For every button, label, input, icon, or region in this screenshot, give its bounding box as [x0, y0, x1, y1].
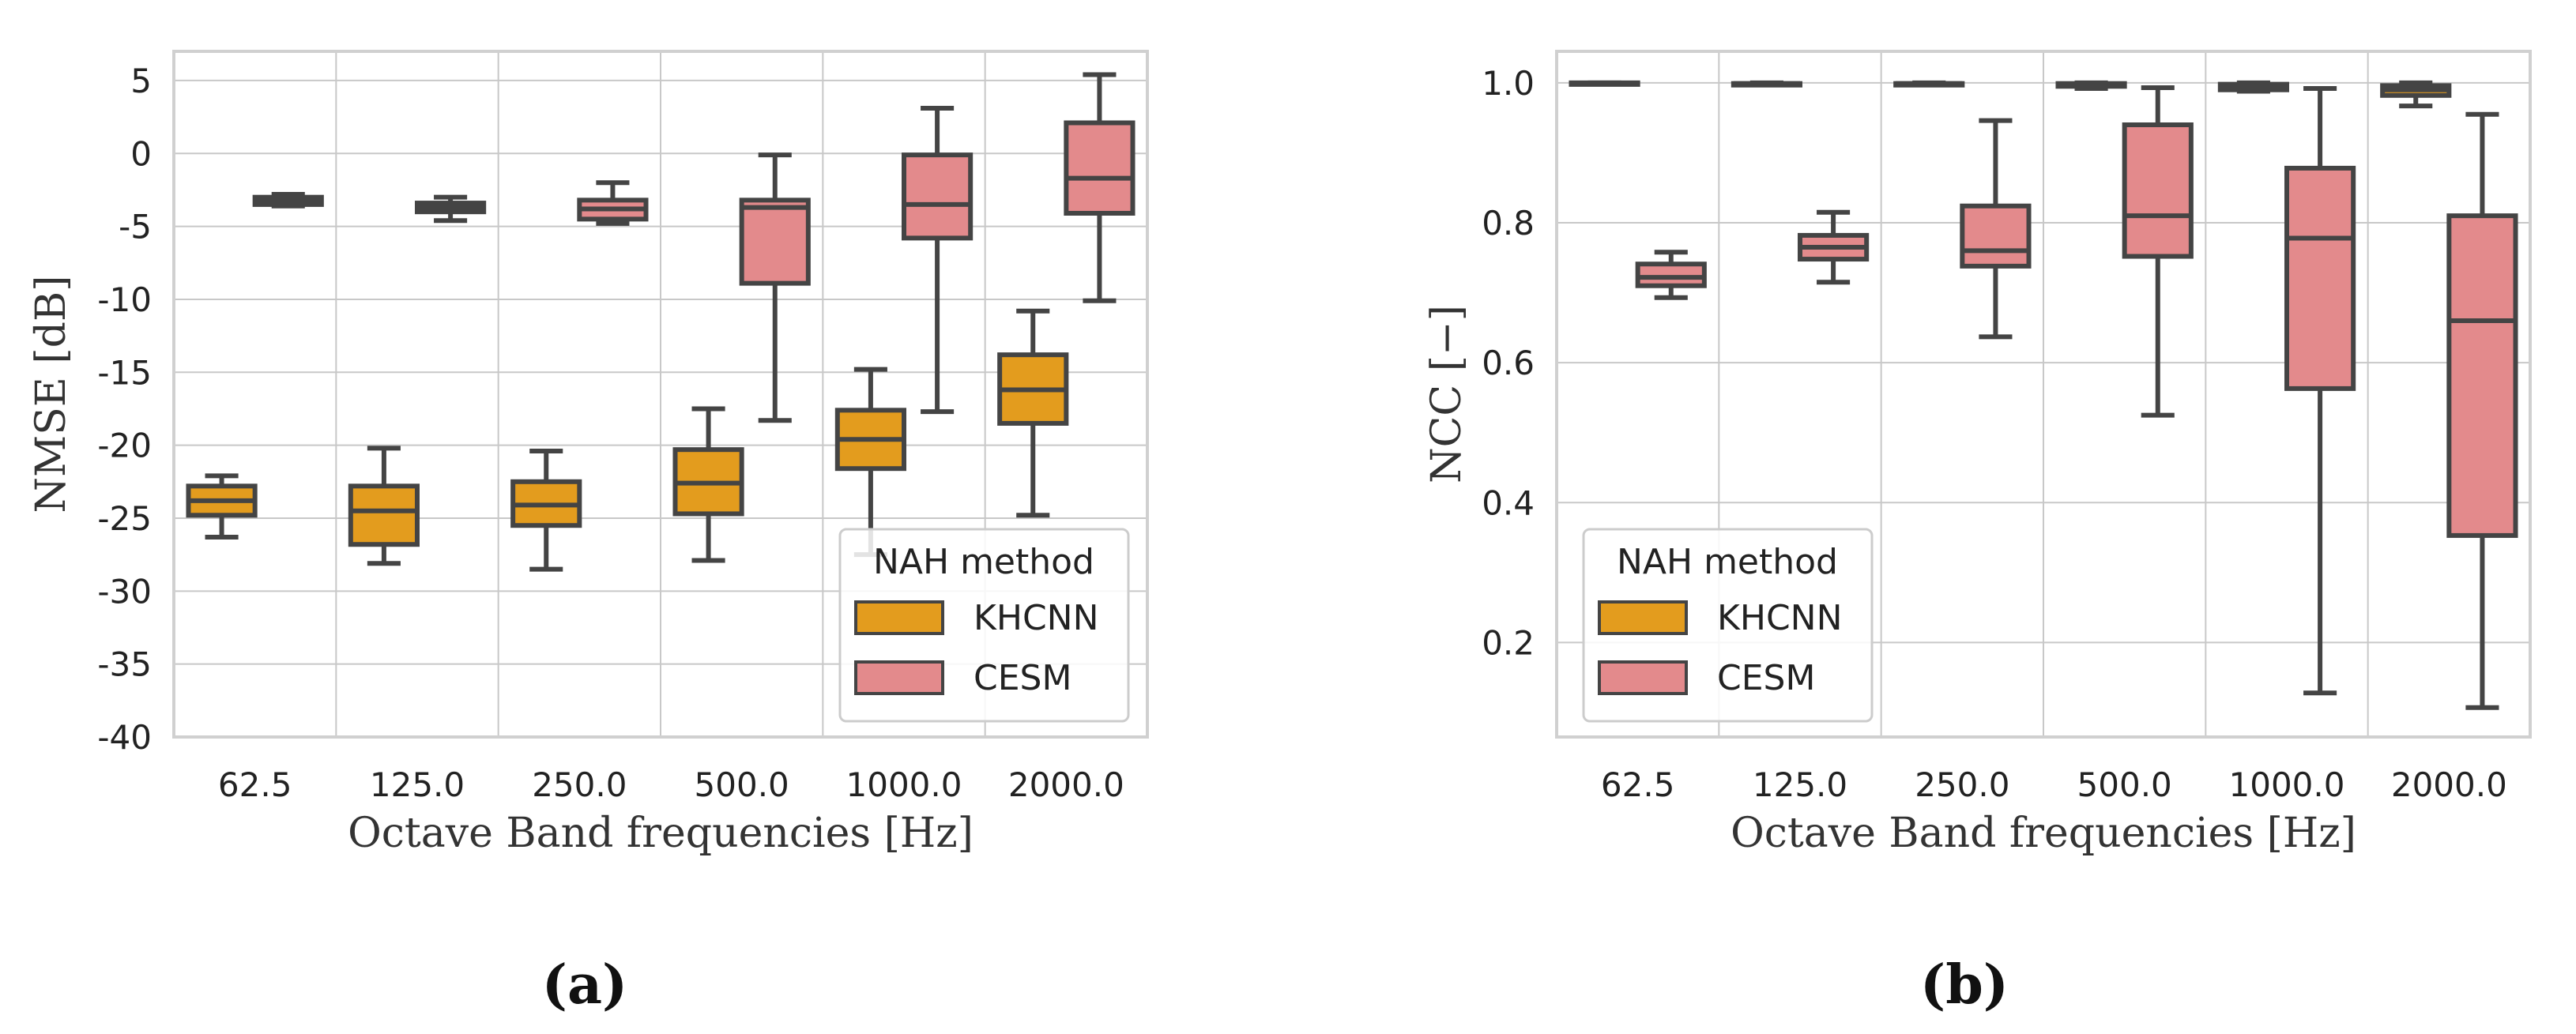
legend-swatch-khcnn-b — [1598, 600, 1688, 635]
y-ticks-b: 1.0 0.8 0.6 0.4 0.2 — [1482, 64, 1535, 663]
box-cesm-a — [577, 180, 649, 226]
box-iqr — [1064, 120, 1135, 216]
box-khcnn-b — [1893, 80, 1965, 88]
legend-label-cesm-a: CESM — [974, 658, 1071, 698]
legend-b: NAH method KHCNN CESM — [1582, 528, 1874, 723]
x-axis-label-b: Octave Band frequencies [Hz] — [1731, 810, 2356, 857]
y-tick-label-b: 0.8 — [1482, 204, 1535, 243]
legend-label-khcnn-a: KHCNN — [974, 598, 1099, 638]
x-tick-label-b: 250.0 — [1915, 765, 2009, 804]
y-tick-label-a: -40 — [97, 718, 152, 757]
legend-label-khcnn-b: KHCNN — [1717, 598, 1843, 638]
box-cesm-a — [1064, 72, 1135, 303]
box-iqr — [2446, 213, 2518, 538]
box-iqr — [1635, 261, 1707, 288]
y-tick-label-b: 1.0 — [1482, 64, 1535, 103]
x-tick-label-b: 1000.0 — [2229, 765, 2345, 804]
box-iqr — [348, 483, 420, 547]
y-tick-label-a: 5 — [130, 62, 152, 100]
panel-label-b: (b) — [1920, 953, 2009, 1017]
x-tick-label-b: 500.0 — [2077, 765, 2172, 804]
y-ticks-a: 5 0 -5 -10 -15 -20 -25 -30 -35 -40 — [97, 62, 152, 757]
panel-label-a: (a) — [542, 953, 627, 1017]
x-tick-label-a: 250.0 — [532, 765, 627, 804]
box-cesm-a — [415, 194, 487, 224]
box-cesm-a — [739, 152, 811, 423]
box-khcnn-a — [348, 446, 420, 566]
box-khcnn-a — [672, 406, 744, 563]
legend-title-b: NAH method — [1617, 542, 1838, 582]
box-khcnn-b — [1731, 80, 1802, 88]
box-khcnn-b — [2380, 80, 2452, 109]
legend-title-a: NAH method — [873, 542, 1094, 582]
box-iqr — [1960, 203, 2032, 269]
box-iqr — [2284, 165, 2356, 391]
box-cesm-a — [252, 191, 324, 209]
box-iqr — [2122, 122, 2194, 259]
y-tick-label-b: 0.4 — [1482, 483, 1535, 522]
box-cesm-b — [1798, 209, 1870, 285]
legend-swatch-cesm-a — [854, 660, 944, 695]
box-cesm-b — [1960, 118, 2032, 340]
x-tick-label-a: 1000.0 — [846, 765, 962, 804]
box-khcnn-a — [834, 367, 907, 558]
x-tick-label-b: 125.0 — [1753, 765, 1847, 804]
boxes-a — [186, 72, 1135, 572]
box-cesm-b — [2446, 111, 2518, 710]
x-tick-label-a: 2000.0 — [1008, 765, 1124, 804]
x-tick-label-a: 500.0 — [695, 765, 789, 804]
box-khcnn-a — [997, 308, 1069, 518]
y-tick-label-a: -10 — [97, 280, 152, 319]
box-khcnn-a — [510, 449, 582, 572]
box-iqr — [739, 197, 811, 286]
box-khcnn-b — [1569, 80, 1640, 87]
box-cesm-b — [2284, 85, 2356, 696]
y-tick-label-a: -25 — [97, 499, 152, 538]
y-tick-label-b: 0.6 — [1482, 344, 1535, 382]
x-ticks-a: 62.5 125.0 250.0 500.0 1000.0 2000.0 — [218, 765, 1124, 804]
y-tick-label-a: -35 — [97, 645, 152, 684]
x-tick-label-a: 62.5 — [218, 765, 292, 804]
legend-a: NAH method KHCNN CESM — [838, 528, 1130, 723]
boxes-b — [1569, 80, 2518, 710]
y-tick-label-a: -5 — [119, 208, 152, 246]
box-khcnn-b — [2217, 80, 2289, 94]
box-khcnn-a — [186, 473, 258, 540]
chart-panel-b: 1.0 0.8 0.6 0.4 0.2 62.5 125.0 250.0 500.0 1000.… — [1423, 50, 2532, 857]
y-tick-label-a: 0 — [130, 134, 152, 173]
x-tick-label-a: 125.0 — [370, 765, 465, 804]
box-cesm-b — [1635, 250, 1707, 300]
legend-label-cesm-b: CESM — [1717, 658, 1815, 698]
box-cesm-a — [902, 106, 974, 415]
box-cesm-b — [2122, 85, 2194, 418]
x-tick-label-b: 62.5 — [1601, 765, 1675, 804]
x-ticks-b: 62.5 125.0 250.0 500.0 1000.0 2000.0 — [1601, 765, 2507, 804]
y-tick-label-a: -15 — [97, 353, 152, 392]
box-khcnn-b — [2055, 80, 2127, 91]
chart-panel-a: 5 0 -5 -10 -15 -20 -25 -30 -35 -40 62.5 125.0 250.0… — [28, 50, 1149, 857]
x-tick-label-b: 2000.0 — [2391, 765, 2507, 804]
legend-swatch-cesm-b — [1598, 660, 1688, 695]
box-iqr — [902, 152, 974, 241]
y-axis-label-a: NMSE [dB] — [28, 276, 75, 513]
legend-swatch-khcnn-a — [854, 600, 944, 635]
y-tick-label-a: -30 — [97, 572, 152, 611]
y-tick-label-b: 0.2 — [1482, 623, 1535, 662]
plot-frame-a — [172, 50, 1149, 739]
plot-frame-b — [1555, 50, 2532, 739]
y-axis-label-b: NCC [−] — [1423, 305, 1471, 483]
y-tick-label-a: -20 — [97, 427, 152, 465]
x-axis-label-a: Octave Band frequencies [Hz] — [348, 810, 974, 857]
